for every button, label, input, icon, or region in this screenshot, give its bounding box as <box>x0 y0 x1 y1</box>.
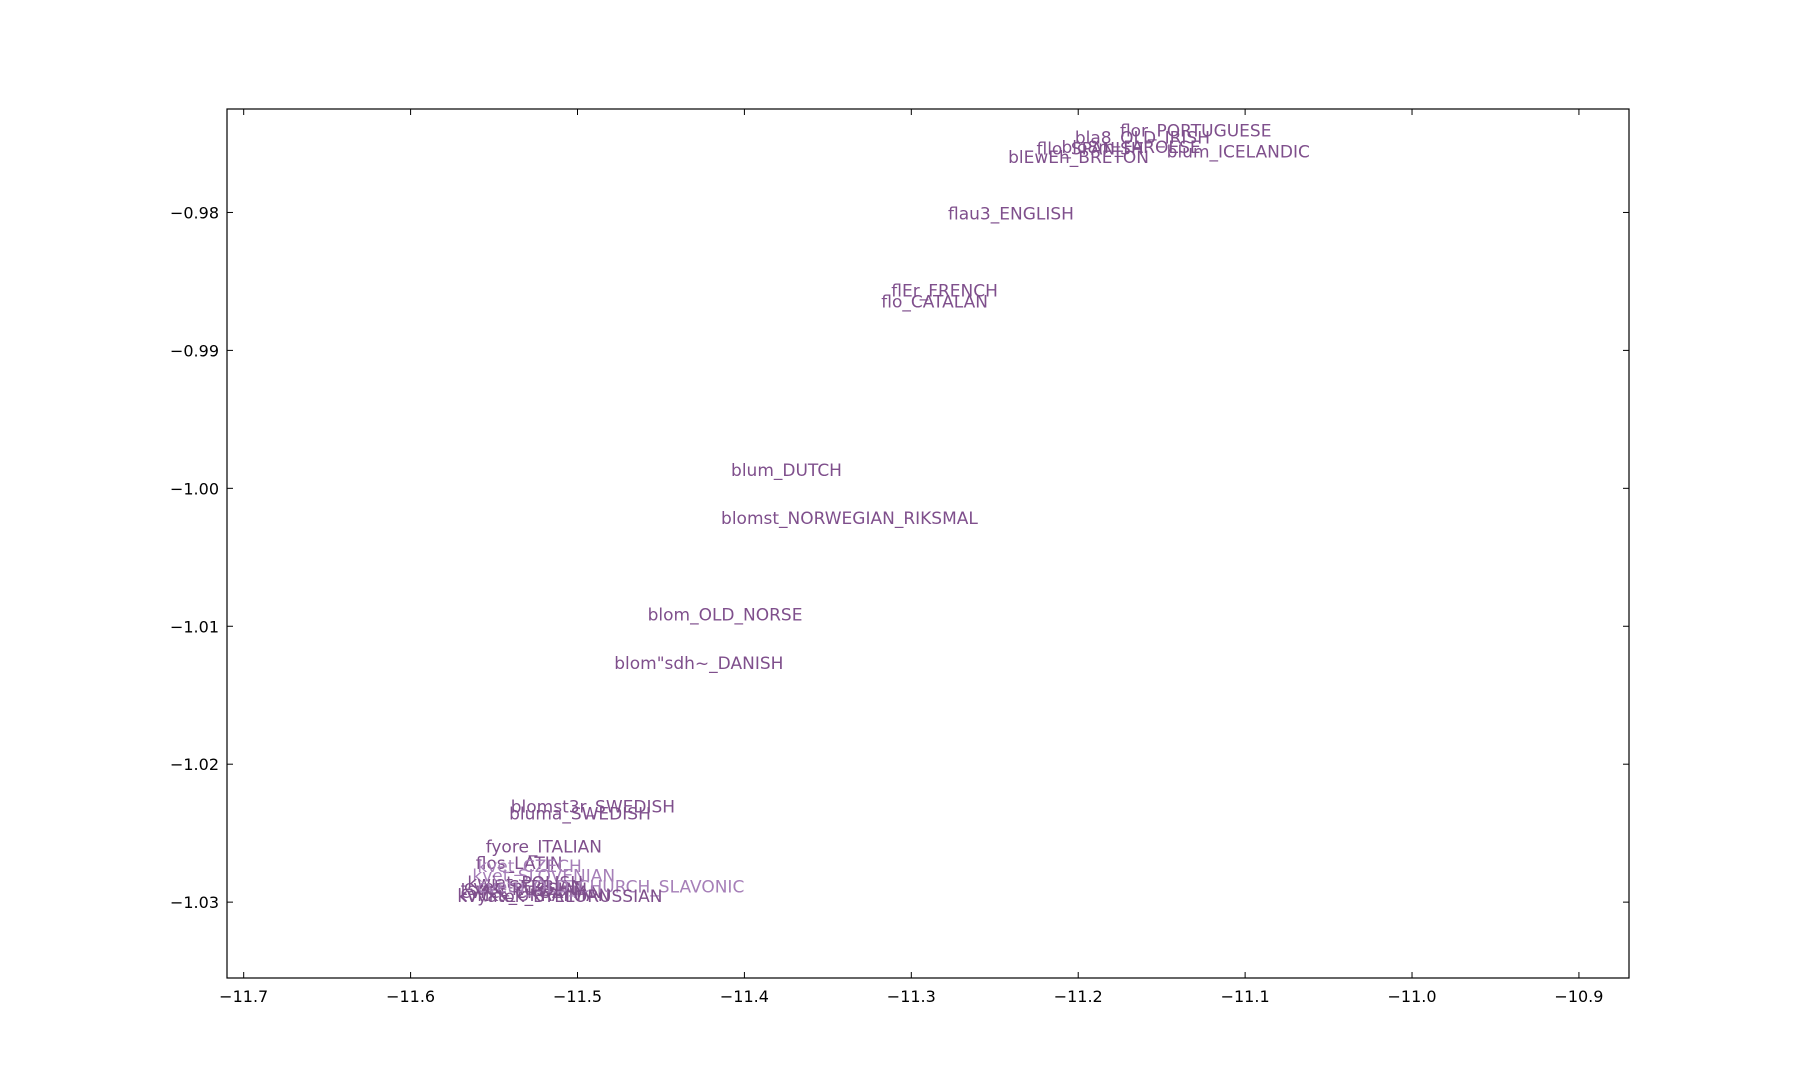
point-label: flor_PORTUGUESE <box>1120 122 1272 142</box>
point-label: kvitka_UKRAINIAN <box>457 886 610 906</box>
point-label: kvet_CZECH <box>477 857 581 877</box>
point-label: blomst3r_SWEDISH <box>511 797 675 817</box>
point-label: fyore_ITALIAN <box>486 837 602 857</box>
point-label: blo8m_FAROESE <box>1062 138 1201 158</box>
point-label: blum_ICELANDIC <box>1167 142 1310 162</box>
point-label: flos_LATIN <box>476 854 563 874</box>
point-label: blEwEh_BRETON <box>1008 148 1149 168</box>
point-label: kvyatok_BYELORUSSIAN <box>457 887 662 907</box>
point-label: cvetu_OLD_CHURCH_SLAVONIC <box>477 877 744 897</box>
point-label: flau3_ENGLISH <box>948 204 1074 224</box>
point-label: cvet_SERBIAN <box>464 877 583 897</box>
x-tick-label: −11.4 <box>720 987 769 1006</box>
y-tick-label: −0.99 <box>170 341 219 360</box>
x-axis: −11.7 −11.6 −11.5 −11.4 −11.3 −11.2 −11.1 −11.0… <box>219 109 1603 1006</box>
point-label: tsvet_RUSSIAN <box>461 880 587 900</box>
point-label: blomst_NORWEGIAN_RIKSMAL <box>721 509 978 529</box>
x-tick-label: −11.1 <box>1221 987 1270 1006</box>
point-label: flEr_FRENCH <box>891 282 998 302</box>
x-tick-label: −11.5 <box>553 987 602 1006</box>
point-label: fllo_SPANISH <box>1036 140 1143 160</box>
x-tick-label: −11.3 <box>887 987 936 1006</box>
point-label: blum_DUTCH <box>731 461 842 481</box>
x-tick-label: −11.0 <box>1388 987 1437 1006</box>
y-tick-label: −0.98 <box>170 203 219 222</box>
x-tick-label: −11.6 <box>386 987 435 1006</box>
point-label: bluma_SWEDISH <box>509 804 651 824</box>
x-tick-label: −11.2 <box>1054 987 1103 1006</box>
axes-frame <box>226 108 1630 979</box>
point-label: blom_OLD_NORSE <box>648 606 803 626</box>
y-axis: −0.98 −0.99 −1.00 −1.01 −1.02 −1.03 <box>170 203 1629 912</box>
x-tick-label: −10.9 <box>1554 987 1603 1006</box>
y-tick-label: −1.00 <box>170 479 219 498</box>
y-tick-label: −1.01 <box>170 617 219 636</box>
y-tick-label: −1.03 <box>170 893 219 912</box>
point-label: cvijet_CROATIAN <box>461 883 602 903</box>
plot-content: flor_PORTUGUESEbla8_OLD_IRISHfllo_SPANIS… <box>457 122 1310 908</box>
point-label: blom"sdh~_DANISH <box>614 654 783 674</box>
point-label: flo_CATALAN <box>881 293 988 313</box>
point-label: kwiat_POLISH <box>467 873 583 893</box>
x-tick-label: −11.7 <box>219 987 268 1006</box>
point-label: bla8_OLD_IRISH <box>1075 128 1210 148</box>
point-label: kvet_SLOVENIAN <box>472 866 615 886</box>
y-tick-label: −1.02 <box>170 755 219 774</box>
